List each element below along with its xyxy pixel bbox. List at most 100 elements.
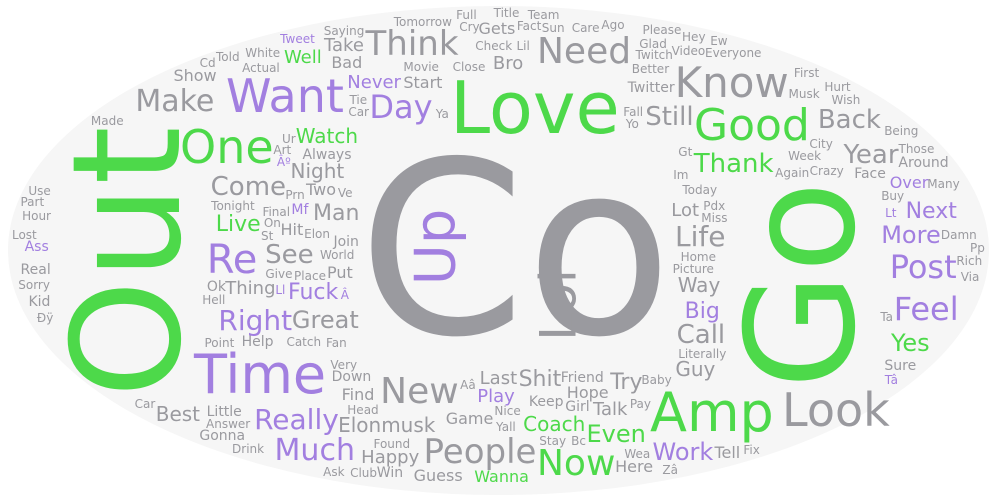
word-ve: Ve <box>337 186 353 201</box>
word-crazy: Crazy <box>809 163 844 178</box>
word-need: Need <box>537 31 632 72</box>
word-movie: Movie <box>403 60 439 75</box>
word-people: People <box>423 432 537 472</box>
word-full: Full <box>456 7 477 22</box>
word-time: Time <box>194 343 327 406</box>
word-gonna: Gonna <box>199 428 246 445</box>
word-club: Club <box>350 465 378 480</box>
word-watch: Watch <box>295 123 358 148</box>
word-please: Please <box>642 22 682 37</box>
word-real: Real <box>20 262 51 279</box>
word-see: See <box>265 240 314 271</box>
word-happy: Happy <box>361 447 420 469</box>
word-put: Put <box>326 262 353 282</box>
word-pay: Pay <box>629 397 651 412</box>
word-glyph: Ðÿ <box>36 310 54 325</box>
word-literally: Literally <box>678 346 727 361</box>
word-thank: Thank <box>693 148 774 179</box>
word-well: Well <box>283 46 322 68</box>
word-little: Little <box>206 403 242 420</box>
word-ok: Ok <box>206 279 227 296</box>
word-stay: Stay <box>539 433 567 448</box>
word-friend: Friend <box>560 370 604 387</box>
word-kid: Kid <box>28 294 51 311</box>
word-care: Care <box>571 20 600 35</box>
word-bad: Bad <box>331 52 363 72</box>
word-yall: Yall <box>496 420 516 435</box>
word-hurt: Hurt <box>824 79 851 94</box>
word-week: Week <box>788 149 822 164</box>
word-give: Give <box>265 267 293 282</box>
word-work: Work <box>652 438 714 466</box>
word-via: Via <box>960 270 980 285</box>
word-z: Zâ <box>662 462 678 477</box>
word-game: Game <box>445 408 494 428</box>
word-fall: Fall <box>623 104 644 119</box>
word-hour: Hour <box>22 209 51 224</box>
word-never: Never <box>347 71 401 93</box>
word-thing: Thing <box>225 278 276 300</box>
word-new: New <box>380 370 459 412</box>
word-coach: Coach <box>523 412 586 437</box>
word-wish: Wish <box>831 93 861 107</box>
word-now: Now <box>537 443 616 484</box>
word-shit: Shit <box>518 367 562 393</box>
word-feel: Feel <box>893 289 959 328</box>
word-ask: Ask <box>323 464 345 479</box>
word-glyph: Â <box>340 288 350 303</box>
word-found: Found <box>373 436 411 451</box>
word-city: City <box>809 137 833 152</box>
word-go: Go <box>715 180 890 390</box>
word-tweet: Tweet <box>280 32 315 47</box>
word-those: Those <box>898 141 935 156</box>
word-nice: Nice <box>494 404 521 419</box>
word-gt: Gt <box>678 145 693 160</box>
word-pp: Pp <box>970 240 985 255</box>
word-tell: Tell <box>714 443 741 463</box>
word-catch: Catch <box>286 335 322 350</box>
word-bro: Bro <box>492 52 524 74</box>
word-ew: Ew <box>710 34 728 49</box>
word-fan: Fan <box>325 335 347 350</box>
word-face: Face <box>854 166 886 183</box>
word-help: Help <box>241 333 274 350</box>
word-twitter: Twitter <box>627 79 675 96</box>
word-still: Still <box>645 102 694 133</box>
word-way: Way <box>677 272 721 297</box>
word-elonmusk: Elonmusk <box>338 413 436 438</box>
word-know: Know <box>674 57 789 107</box>
word-want: Want <box>226 69 344 123</box>
word-find: Find <box>341 385 375 405</box>
word-re: Re <box>206 237 258 284</box>
word-win: Win <box>376 465 404 482</box>
word-buy: Buy <box>881 189 905 204</box>
word-call: Call <box>676 320 726 351</box>
word-wanna: Wanna <box>474 467 529 487</box>
word-use: Use <box>28 183 51 198</box>
word-bc: Bc <box>571 433 586 448</box>
word-hey: Hey <box>682 29 706 44</box>
word-look: Look <box>782 383 890 437</box>
word-team: Team <box>527 7 560 22</box>
word-man: Man <box>313 201 360 226</box>
word-head: Head <box>347 403 379 418</box>
word-part: Part <box>20 195 45 210</box>
word-back: Back <box>817 104 881 135</box>
word-car: Car <box>134 397 156 412</box>
word-best: Best <box>155 401 201 426</box>
word-love: Love <box>450 66 620 150</box>
word-ur: Ur <box>282 131 296 146</box>
word-t: Tâ <box>884 372 898 387</box>
word-yo: Yo <box>625 117 639 132</box>
word-actual: Actual <box>242 60 280 75</box>
word-musk: Musk <box>788 87 820 102</box>
word-over: Over <box>889 172 929 192</box>
word-im: Im <box>673 167 689 182</box>
word-always: Always <box>302 146 352 163</box>
word-year: Year <box>843 140 899 170</box>
word-elon: Elon <box>304 226 330 241</box>
word-lol: Lol <box>529 269 588 341</box>
word-very: Very <box>330 358 358 373</box>
word-prn: Prn <box>285 188 305 203</box>
